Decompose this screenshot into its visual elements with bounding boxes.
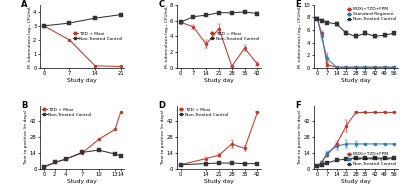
Text: A: A bbox=[22, 0, 28, 9]
Text: F: F bbox=[295, 101, 301, 110]
Y-axis label: M. tuberculosis log₁₀ CFU/mL: M. tuberculosis log₁₀ CFU/mL bbox=[298, 5, 302, 68]
Legend: TZD + Moxi, Non-Treated Control: TZD + Moxi, Non-Treated Control bbox=[73, 32, 122, 41]
Text: B: B bbox=[22, 101, 28, 110]
Y-axis label: Time to positive (in days): Time to positive (in days) bbox=[161, 109, 165, 165]
Text: C: C bbox=[158, 0, 164, 9]
Y-axis label: Time to positive (in days): Time to positive (in days) bbox=[24, 109, 28, 165]
Legend: TZD + Moxi, Non-Treated Control: TZD + Moxi, Non-Treated Control bbox=[179, 108, 228, 117]
X-axis label: Study day: Study day bbox=[204, 78, 234, 83]
Text: E: E bbox=[295, 0, 301, 9]
X-axis label: Study day: Study day bbox=[67, 78, 97, 83]
Text: D: D bbox=[158, 101, 165, 110]
X-axis label: Study day: Study day bbox=[204, 179, 234, 183]
Legend: TZD + Moxi, Non-Treated Control: TZD + Moxi, Non-Treated Control bbox=[42, 108, 91, 117]
Legend: MOXi+TZD+FPM, Standard Regimen, Non-Treated Control: MOXi+TZD+FPM, Standard Regimen, Non-Trea… bbox=[347, 152, 396, 167]
Legend: TZD = Moxi, Non-Treated Control: TZD = Moxi, Non-Treated Control bbox=[210, 32, 259, 41]
Y-axis label: Time to positive (in days): Time to positive (in days) bbox=[298, 109, 302, 165]
X-axis label: Study day: Study day bbox=[341, 179, 371, 183]
Y-axis label: M. tuberculosis log₁₀ CFU/mL: M. tuberculosis log₁₀ CFU/mL bbox=[164, 5, 168, 68]
Y-axis label: M. tuberculosis log₁₀ CFU/mL: M. tuberculosis log₁₀ CFU/mL bbox=[28, 5, 32, 68]
Legend: MOXi+TZD+FPM, Standard Regimen, Non-Treated Control: MOXi+TZD+FPM, Standard Regimen, Non-Trea… bbox=[347, 7, 396, 21]
X-axis label: Study day: Study day bbox=[341, 78, 371, 83]
X-axis label: Study day: Study day bbox=[67, 179, 97, 183]
